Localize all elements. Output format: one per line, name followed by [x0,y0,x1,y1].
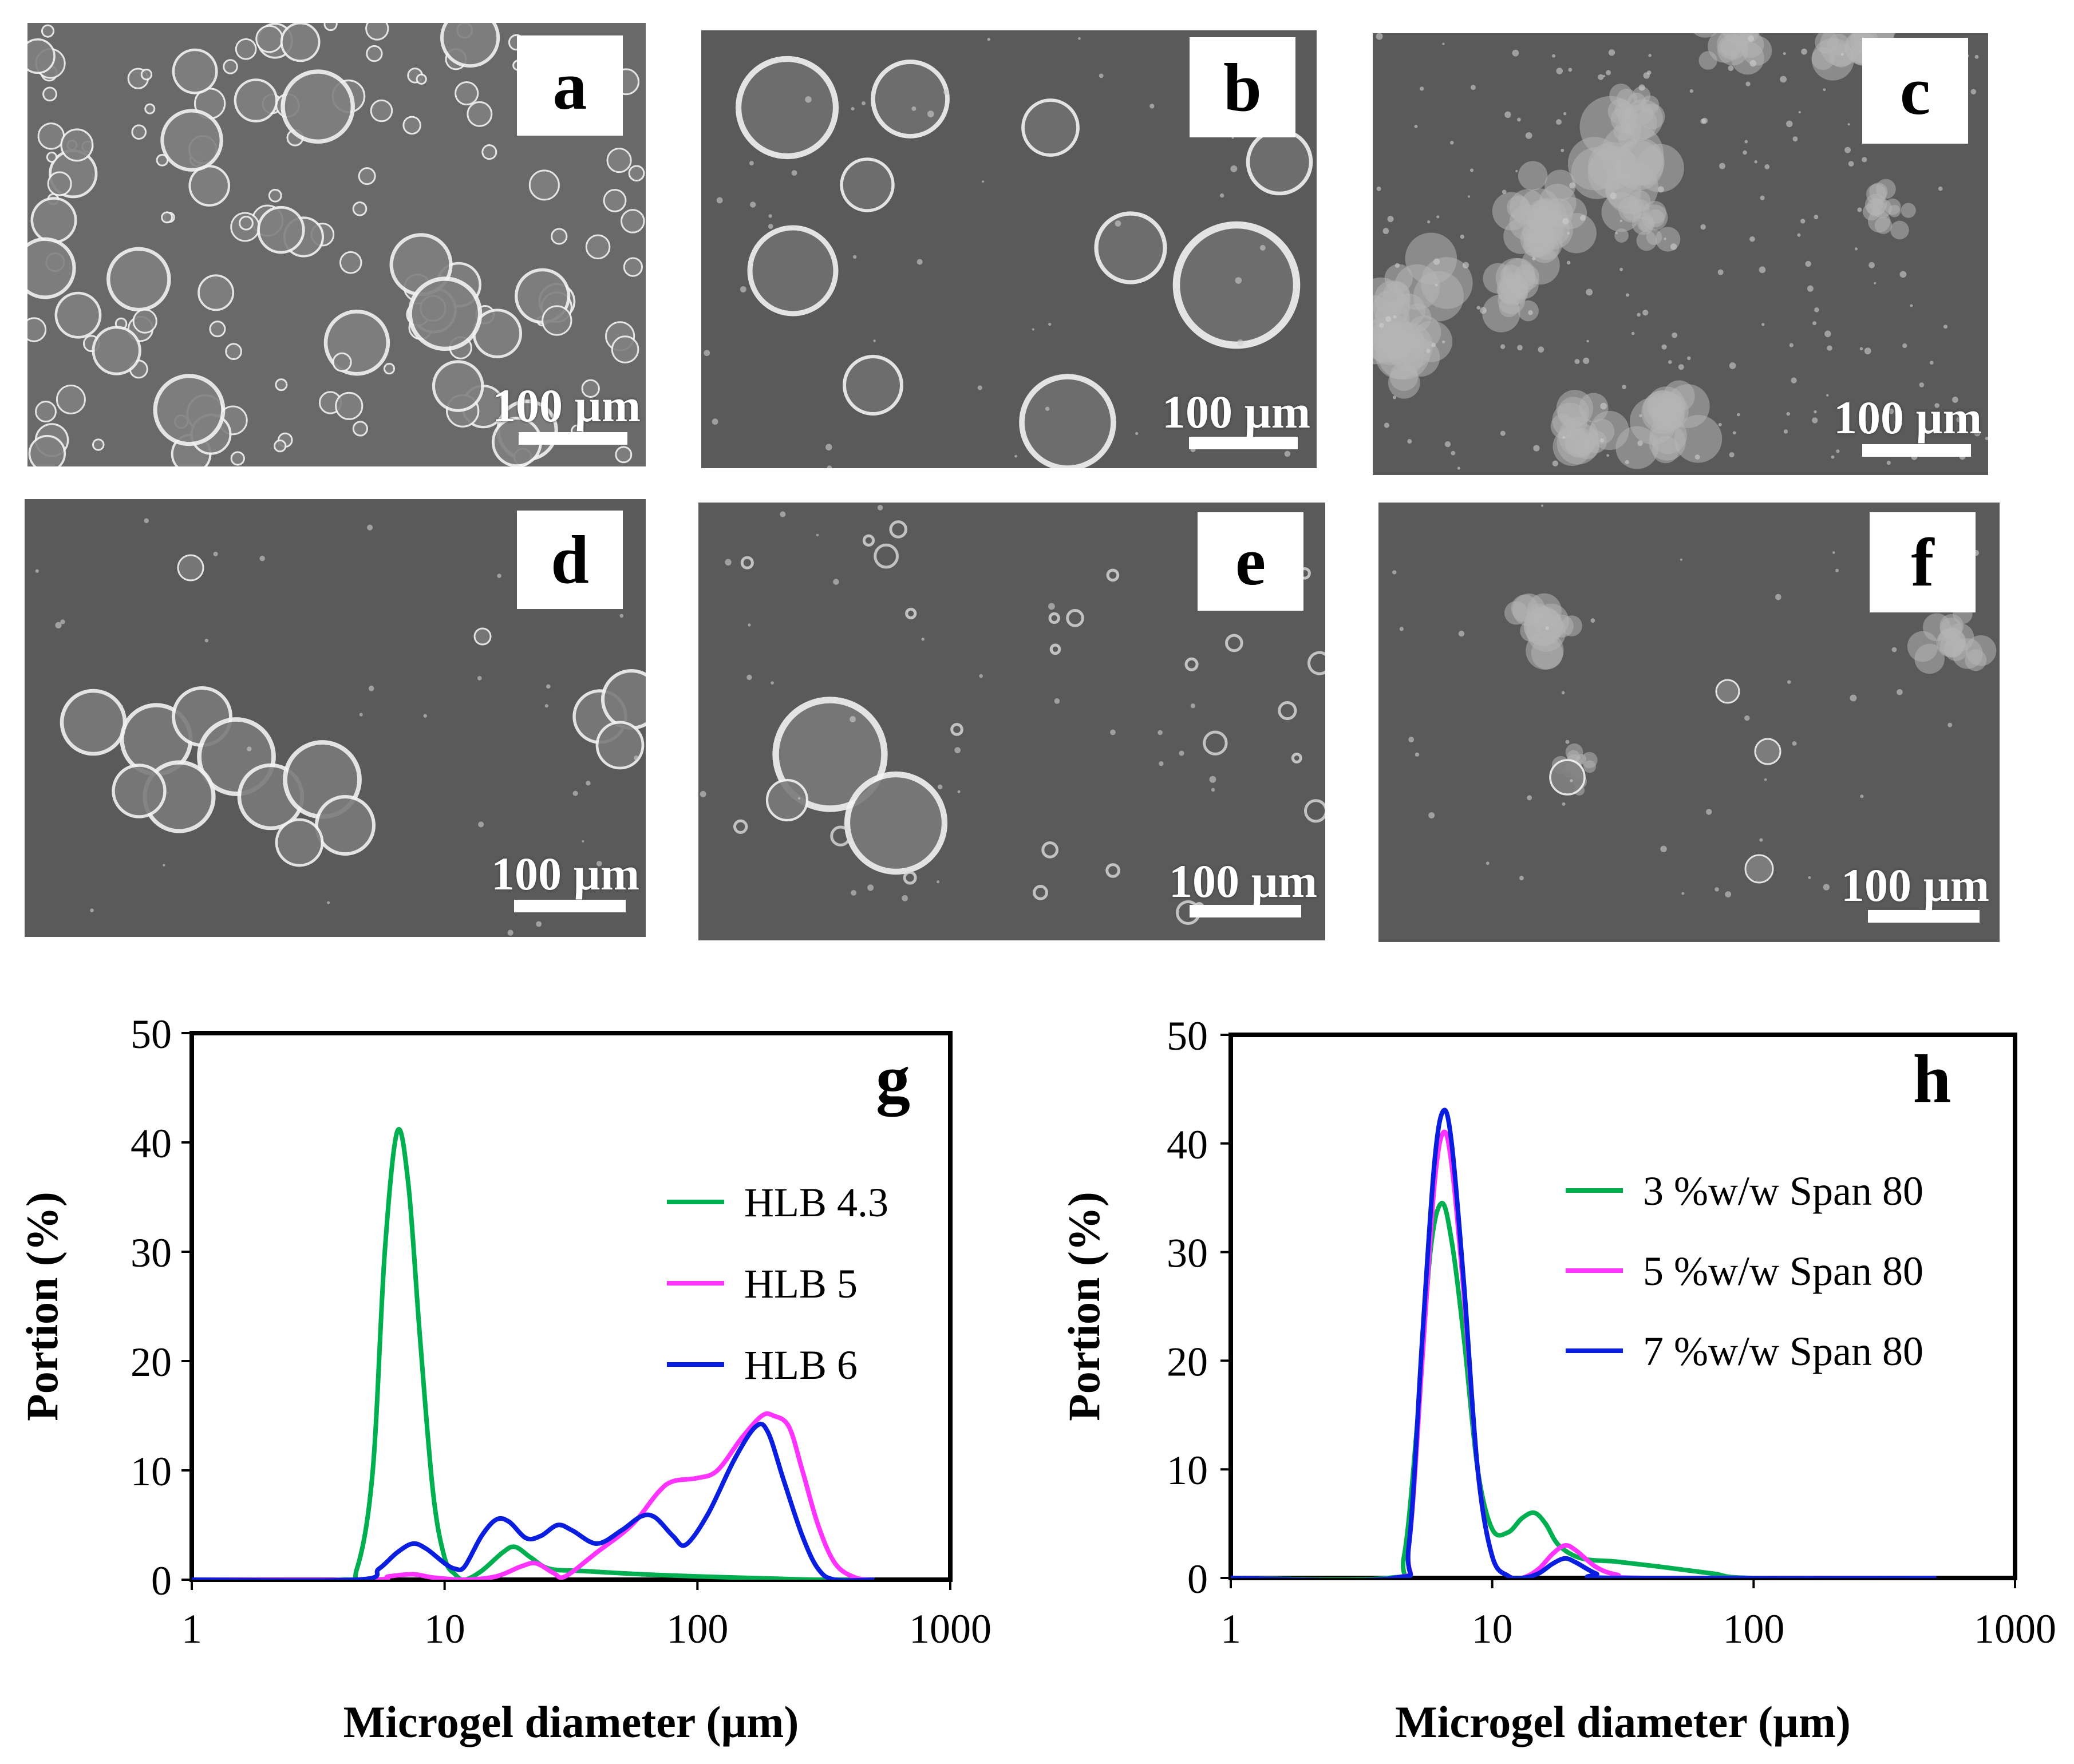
panel-letter-b: b [1190,37,1295,137]
panel-letter-c: c [1862,38,1968,144]
panel-letter-a: a [517,35,623,136]
panel-letter-d: d [517,511,623,609]
y-tick-label: 0 [151,1558,172,1604]
scale-label-c: 100 µm [1834,391,1982,444]
scale-label-f: 100 µm [1841,859,1990,911]
legend-label-2: HLB 5 [744,1261,858,1307]
y-tick-label: 10 [131,1449,172,1494]
micrograph-b: b 100 µm [701,30,1317,468]
micrograph-a: a 100 µm [27,23,646,466]
micrograph-features [704,37,1313,468]
y-tick-label: 50 [1167,1013,1208,1059]
micrograph-b-image [701,30,1317,468]
series-line-3 [1231,1108,1937,1578]
scale-bar-a [519,432,627,445]
scale-bar-d [514,900,626,912]
y-axis-label: Portion (%) [1059,1192,1109,1421]
panel-letter-e: e [1198,512,1303,611]
x-tick-label: 10 [424,1606,465,1652]
micrograph-f: f 100 µm [1378,503,2000,942]
legend-label-1: 3 %w/w Span 80 [1643,1168,1923,1214]
y-tick-label: 40 [1167,1122,1208,1168]
x-axis-label: Microgel diameter (µm) [1395,1697,1851,1747]
chart-panel-letter: h [1913,1041,1951,1117]
legend-label-3: 7 %w/w Span 80 [1643,1328,1923,1374]
y-tick-label: 20 [131,1339,172,1385]
x-tick-label: 100 [666,1606,728,1652]
chart-panel-letter: g [876,1041,910,1117]
micrograph-features [700,505,1325,925]
scale-label-a: 100 µm [492,379,641,432]
y-tick-label: 0 [1187,1556,1208,1602]
micrograph-features [35,518,646,936]
x-tick-label: 10 [1472,1606,1513,1652]
x-axis-label: Microgel diameter (µm) [343,1697,799,1747]
x-tick-label: 100 [1723,1606,1784,1652]
micrograph-e: e 100 µm [698,503,1325,940]
micrograph-features [1373,33,1988,470]
series-line-1 [192,1127,874,1580]
scale-bar-b [1189,437,1298,449]
legend-label-2: 5 %w/w Span 80 [1643,1248,1923,1294]
legend-label-1: HLB 4.3 [744,1180,888,1225]
series-line-3 [192,1421,874,1580]
x-tick-label: 1 [181,1606,202,1652]
plot-frame [189,1031,953,1582]
x-tick-label: 1 [1220,1606,1241,1652]
y-axis-label: Portion (%) [17,1192,67,1421]
scale-bar-e [1190,905,1301,917]
y-tick-label: 30 [1167,1231,1208,1276]
scale-label-e: 100 µm [1169,855,1318,907]
y-tick-label: 20 [1167,1339,1208,1385]
y-tick-label: 10 [1167,1447,1208,1493]
scale-label-b: 100 µm [1162,386,1311,438]
scale-label-d: 100 µm [491,848,640,900]
y-tick-label: 50 [131,1011,172,1057]
y-tick-label: 30 [131,1230,172,1276]
x-tick-label: 1000 [1974,1606,2056,1652]
plot-frame [1228,1033,2017,1580]
chart-h: 0 10 20 30 40 50 1 10 100 1000 Microgel diameter (… [1059,1013,2056,1747]
x-tick-label: 1000 [909,1606,991,1652]
chart-g: 0 10 20 30 40 50 1 10 100 1000 Microgel diameter (… [17,1011,991,1747]
micrograph-d: d 100 µm [25,499,646,937]
micrograph-features [1392,504,1997,897]
scale-bar-c [1862,444,1971,457]
legend-label-3: HLB 6 [744,1342,858,1388]
micrograph-c: c 100 µm [1373,33,1988,475]
panel-letter-f: f [1870,512,1976,612]
y-tick-label: 40 [131,1121,172,1166]
scale-bar-f [1868,910,1980,923]
